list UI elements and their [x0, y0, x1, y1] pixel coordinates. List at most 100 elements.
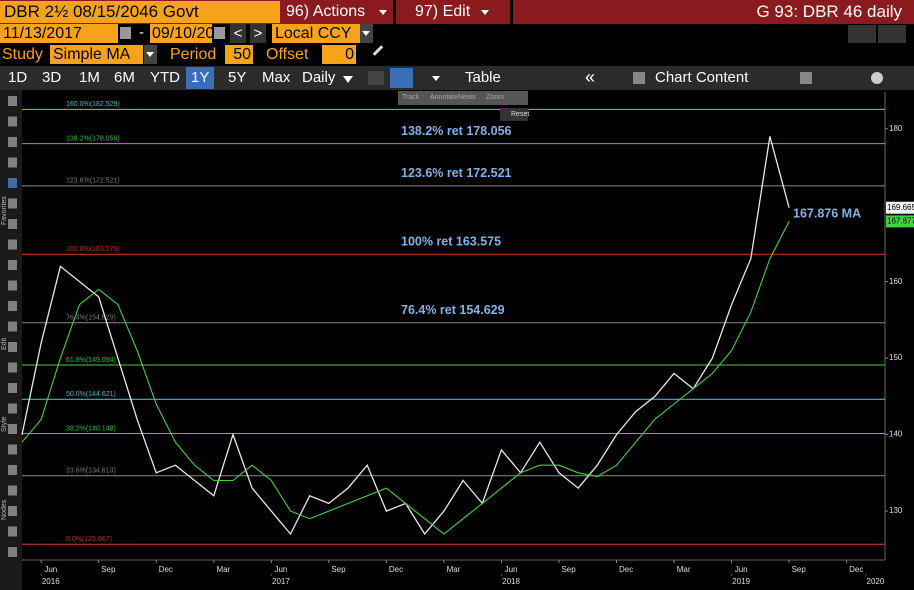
reset-box — [500, 108, 528, 121]
tool-icon — [8, 301, 17, 311]
tool-icon — [8, 96, 17, 106]
fib-label: 23.6%(134.613) — [66, 468, 116, 475]
popup-item[interactable]: News — [458, 94, 476, 101]
range-button[interactable]: 1Y — [186, 67, 215, 89]
chart-content-icon — [633, 72, 645, 84]
tool-icon — [8, 506, 17, 516]
fib-annotation: 138.2% ret 178.056 — [401, 124, 512, 138]
prev-button[interactable]: < — [230, 24, 246, 43]
x-tick-label: Jun — [44, 565, 57, 574]
fib-label: 100.0%(163.575) — [66, 246, 120, 253]
date-separator: - — [139, 24, 144, 41]
tool-icon — [8, 280, 17, 291]
x-tick-label: Dec — [389, 565, 403, 574]
range-button[interactable]: 1D — [8, 69, 28, 86]
year-label: 2019 — [732, 577, 750, 586]
chart-content-button[interactable]: Chart Content — [655, 69, 749, 86]
frequency[interactable]: Daily — [302, 69, 336, 86]
security[interactable]: DBR 2½ 08/15/2046 Govt — [0, 1, 280, 23]
side-label: Style — [1, 416, 8, 432]
separator — [510, 0, 513, 24]
side-label: Favorites — [1, 196, 8, 225]
end-date[interactable]: 09/10/2019 — [150, 24, 233, 43]
x-tick-label: Dec — [849, 565, 863, 574]
date-bar: 11/13/2017 - 09/10/2019 < > Local CCY — [0, 24, 914, 44]
collapse-button[interactable]: « — [585, 67, 596, 87]
popup-item[interactable]: Zoom — [486, 94, 504, 101]
dropdown[interactable] — [360, 24, 373, 43]
range-button[interactable]: 6M — [114, 69, 135, 86]
dropdown-arrow — [481, 10, 489, 15]
popup-item[interactable]: Annotate — [430, 94, 459, 101]
period-label: Period — [170, 46, 217, 63]
tool-icon — [8, 403, 17, 414]
tool-icon — [8, 485, 17, 496]
undo-button[interactable] — [848, 25, 876, 43]
price-tag-bg — [886, 201, 914, 214]
redo-button[interactable] — [878, 25, 906, 43]
period-input[interactable]: 50 — [225, 45, 253, 64]
tool-icon — [8, 157, 17, 168]
tool-icon — [8, 424, 17, 434]
tool-icon — [8, 547, 17, 557]
study-name[interactable]: Simple MA — [50, 45, 143, 64]
x-tick-label: Sep — [561, 565, 576, 574]
calendar-icon[interactable] — [120, 27, 131, 39]
x-tick-label: Mar — [216, 565, 230, 574]
tool-icon — [8, 526, 17, 537]
year-label: 2018 — [502, 577, 520, 586]
tool-icon — [8, 383, 17, 393]
tool-icon — [8, 342, 17, 352]
fib-label: 61.8%(149.094) — [66, 357, 116, 364]
y-tick-label: 160 — [889, 277, 903, 286]
y-tick-label: 140 — [889, 430, 903, 439]
page-title: G 93: DBR 46 daily — [756, 2, 902, 21]
range-button[interactable]: Max — [262, 69, 291, 86]
range-button[interactable]: 3D — [42, 69, 62, 86]
bar-chart-icon[interactable] — [390, 68, 413, 88]
study-label: Study — [2, 46, 43, 63]
offset-input[interactable]: 0 — [322, 45, 356, 64]
edit-icon[interactable] — [800, 72, 812, 84]
side-label: Nodes — [1, 499, 8, 520]
separator — [393, 0, 396, 24]
table-button[interactable]: Table — [465, 69, 501, 86]
year-label: 2016 — [42, 577, 60, 586]
tool-icon — [8, 116, 17, 127]
fib-label: 50.0%(144.621) — [66, 391, 116, 398]
calendar-icon[interactable] — [214, 27, 225, 39]
tool-icon — [8, 239, 17, 250]
fib-label: 38.2%(140.148) — [66, 425, 116, 432]
tool-icon — [8, 362, 17, 373]
tool-icon — [8, 465, 17, 475]
x-tick-label: Sep — [331, 565, 346, 574]
dropdown-arrow — [146, 52, 154, 57]
range-button[interactable]: 5Y — [228, 69, 247, 86]
edit-menu[interactable]: 97) Edit — [415, 3, 471, 20]
range-button[interactable]: YTD — [150, 69, 180, 86]
next-button[interactable]: > — [250, 24, 266, 43]
fib-annotation: 123.6% ret 172.521 — [401, 166, 512, 180]
popup-item[interactable]: Track — [402, 94, 420, 101]
range-button[interactable]: 1M — [79, 69, 100, 86]
year-label: 2020 — [867, 577, 885, 586]
ma-annotation: 167.876 MA — [793, 206, 861, 220]
fib-annotation: 100% ret 163.575 — [401, 235, 501, 249]
start-date[interactable]: 11/13/2017 — [0, 24, 118, 43]
reset-button[interactable]: Reset — [511, 111, 530, 118]
actions-menu[interactable]: 96) Actions — [286, 3, 366, 20]
chart-popup — [398, 91, 528, 105]
settings-icon[interactable] — [871, 72, 883, 84]
range-toolbar: Daily Table « Chart Content 1D 3D 1M 6M YTD 1… — [0, 66, 914, 90]
pencil-icon[interactable] — [372, 45, 384, 56]
chart-bg — [0, 90, 914, 590]
dropdown[interactable] — [144, 45, 157, 64]
fib-label: 0.0%(125.667) — [66, 536, 112, 543]
currency[interactable]: Local CCY — [272, 24, 360, 43]
tool-icon — [8, 444, 17, 455]
y-tick-label: 130 — [889, 506, 903, 515]
fib-label: 76.4%(154.629) — [66, 315, 116, 322]
line-chart-icon[interactable] — [368, 71, 384, 85]
